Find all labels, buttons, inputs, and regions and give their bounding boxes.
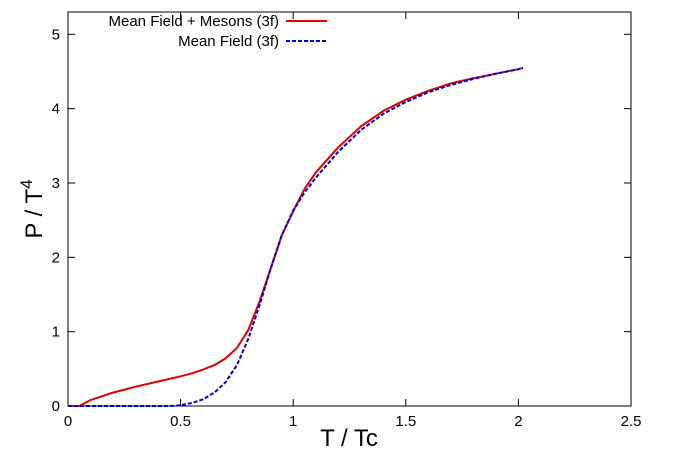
legend-label-mean-field-mesons: Mean Field + Mesons (3f): [109, 13, 280, 30]
y-tick-label: 4: [52, 101, 60, 118]
y-axis-ticks: 0 1 2 3 4 5: [52, 26, 631, 415]
x-tick-label: 2.5: [621, 413, 642, 430]
legend-label-mean-field: Mean Field (3f): [178, 33, 279, 50]
x-axis-title: T / Tc: [320, 425, 378, 451]
y-axis-title: P / T4: [17, 179, 48, 238]
y-tick-label: 2: [52, 249, 60, 266]
x-tick-label: 1: [289, 413, 297, 430]
legend: Mean Field + Mesons (3f) Mean Field (3f): [109, 13, 327, 50]
x-tick-label: 1.5: [395, 413, 416, 430]
x-tick-label: 2: [514, 413, 522, 430]
x-tick-label: 0: [64, 413, 72, 430]
series-lines: [68, 66, 524, 407]
x-axis-ticks: 0 0.5 1 1.5 2 2.5: [64, 12, 642, 430]
y-tick-label: 1: [52, 324, 60, 341]
plot-frame: [67, 11, 632, 407]
y-tick-label: 0: [52, 398, 60, 415]
y-axis-title-base: P / T: [21, 188, 48, 238]
y-tick-label: 3: [52, 175, 60, 192]
y-tick-label: 5: [52, 26, 60, 43]
series-line-mean-field: [68, 66, 524, 407]
y-axis-title-superscript: 4: [17, 179, 36, 188]
x-tick-label: 0.5: [170, 413, 191, 430]
series-line-mean-field-mesons: [68, 66, 524, 407]
